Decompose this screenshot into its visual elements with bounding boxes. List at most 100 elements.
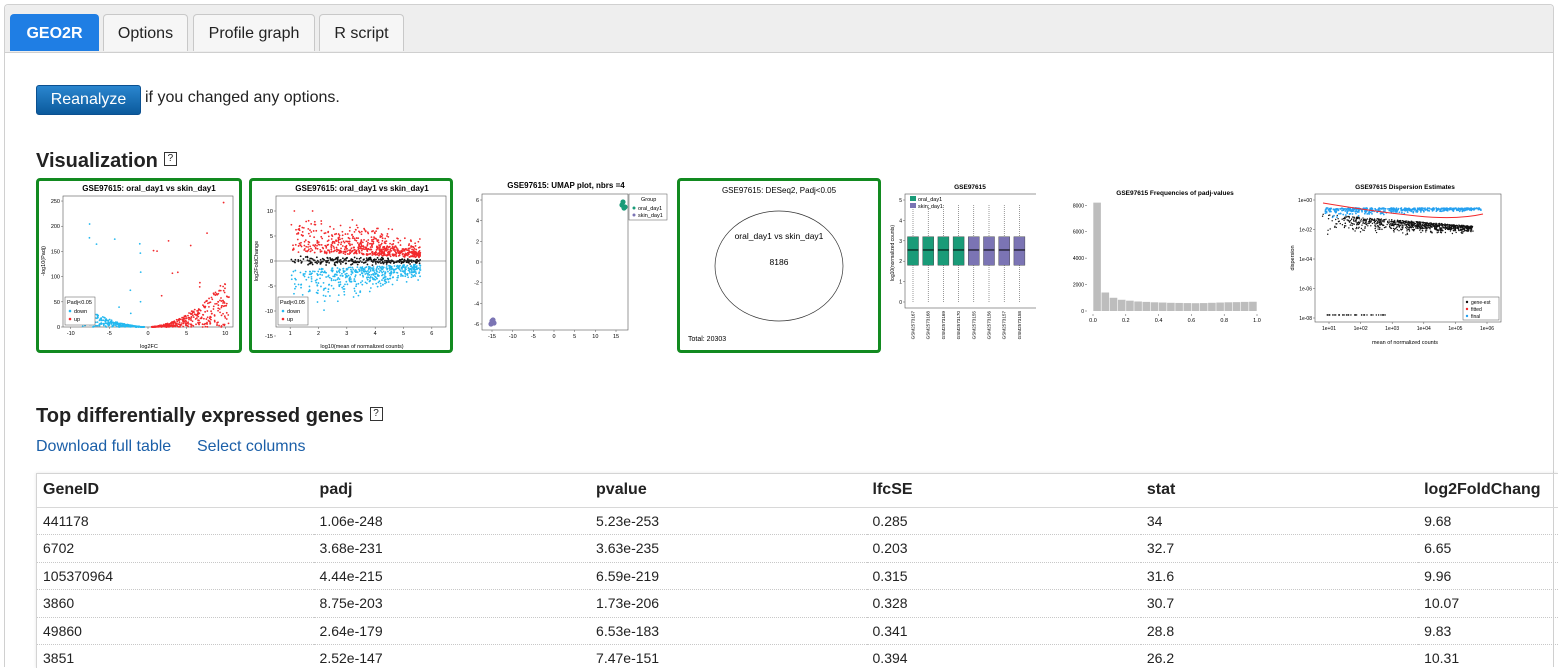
tick-label: 0	[552, 334, 555, 340]
venn-total: Total: 20303	[688, 336, 726, 343]
venn-title: GSE97615: DESeq2, Padj<0.05	[722, 186, 837, 195]
tick-label: -15	[488, 334, 496, 340]
tick-label: 6	[476, 198, 479, 204]
download-full-table-link[interactable]: Download full table	[36, 438, 171, 456]
cell-geneid: 49860	[37, 617, 314, 645]
cell-pvalue: 5.23e-253	[590, 507, 866, 535]
cell-lfcse: 0.394	[867, 645, 1141, 668]
tick-label: 1e+06	[1480, 326, 1494, 332]
boxplot-legend-skin: skin_day1	[918, 204, 943, 210]
visualization-heading: Visualization?	[36, 150, 177, 173]
tick-label: 8000	[1073, 203, 1084, 209]
tick-label: 10	[267, 209, 273, 215]
tick-label: -5	[107, 331, 112, 337]
padj-histogram-thumbnail[interactable]: GSE97615 Frequencies of padj-values 0.0 0…	[1065, 178, 1265, 353]
tick-label: 5	[899, 198, 902, 204]
table-row[interactable]: 441178 1.06e-248 5.23e-253 0.285 34 9.68	[37, 507, 1558, 535]
cell-lfcse: 0.315	[867, 562, 1141, 590]
tick-label: 2000	[1073, 283, 1084, 289]
tick-label: -10	[509, 334, 517, 340]
histogram-bar	[1110, 298, 1118, 311]
md-xlabel: log10(mean of normalized counts)	[320, 344, 403, 350]
column-header-lfcse[interactable]: lfcSE	[867, 474, 1141, 507]
column-header-stat[interactable]: stat	[1141, 474, 1418, 507]
tick-label: 2	[899, 259, 902, 265]
tick-label: 0.8	[1220, 318, 1228, 324]
tick-label: 0	[270, 259, 273, 265]
table-row[interactable]: 3860 8.75e-203 1.73e-206 0.328 30.7 10.0…	[37, 590, 1558, 618]
dispersion-points	[1322, 203, 1483, 316]
tick-label: -6	[474, 322, 479, 328]
cell-padj: 2.64e-179	[314, 617, 590, 645]
tab-profile-graph[interactable]: Profile graph	[193, 14, 315, 51]
tick-label: -15	[265, 334, 273, 340]
dispersion-xlabel: mean of normalized counts	[1372, 340, 1438, 346]
histogram-bar	[1143, 302, 1151, 311]
histogram-bar	[1249, 302, 1257, 311]
histogram-bar	[1241, 302, 1249, 311]
cell-stat: 28.8	[1141, 617, 1418, 645]
cell-pvalue: 3.63e-235	[590, 535, 866, 563]
table-row[interactable]: 49860 2.64e-179 6.53e-183 0.341 28.8 9.8…	[37, 617, 1558, 645]
venn-diagram-thumbnail[interactable]: GSE97615: DESeq2, Padj<0.05 oral_day1 vs…	[677, 178, 881, 353]
volcano-legend-title: Padj<0.05	[67, 300, 92, 306]
cell-padj: 2.52e-147	[314, 645, 590, 668]
tick-label: 5	[402, 331, 405, 337]
tick-label: 15	[613, 334, 619, 340]
tick-label: 1e+00	[1298, 198, 1312, 204]
select-columns-link[interactable]: Select columns	[197, 438, 306, 456]
cell-log2foldchange: 6.65	[1418, 535, 1558, 563]
cell-lfcse: 0.285	[867, 507, 1141, 535]
histogram-bar	[1093, 203, 1101, 311]
column-header-geneid[interactable]: GeneID	[37, 474, 314, 507]
tick-label: 250	[51, 199, 60, 205]
histogram-title: GSE97615 Frequencies of padj-values	[1116, 190, 1234, 197]
cell-log2foldchange: 9.83	[1418, 617, 1558, 645]
tick-label: 1e+04	[1417, 326, 1431, 332]
dispersion-legend-gene-est: gene-est	[1471, 300, 1491, 306]
sample-label: GSM2573168	[926, 311, 931, 340]
md-points	[276, 210, 446, 312]
histogram-bar	[1151, 302, 1159, 311]
table-row[interactable]: 3851 2.52e-147 7.47e-151 0.394 26.2 10.3…	[37, 645, 1558, 668]
tick-label: 0	[899, 300, 902, 306]
tick-label: 0.0	[1089, 318, 1097, 324]
histogram-bar	[1208, 303, 1216, 311]
help-icon[interactable]: ?	[164, 152, 177, 166]
umap-title: GSE97615: UMAP plot, nbrs =4	[507, 181, 625, 190]
padj-histogram: GSE97615 Frequencies of padj-values 0.0 0…	[1065, 178, 1265, 353]
histogram-bar	[1175, 303, 1183, 311]
tick-label: 1e-04	[1299, 257, 1312, 263]
help-icon[interactable]: ?	[370, 407, 383, 421]
tab-geo2r[interactable]: GEO2R	[10, 14, 99, 51]
volcano-points	[82, 202, 230, 328]
table-row[interactable]: 105370964 4.44e-215 6.59e-219 0.315 31.6…	[37, 562, 1558, 590]
tick-label: 1e-02	[1299, 228, 1312, 234]
column-header-pvalue[interactable]: pvalue	[590, 474, 866, 507]
tick-label: 10	[222, 331, 228, 337]
tab-r-script[interactable]: R script	[319, 14, 404, 51]
top-genes-table: GeneID padj pvalue lfcSE stat log2FoldCh…	[36, 473, 1558, 668]
cell-geneid: 3851	[37, 645, 314, 668]
tab-options[interactable]: Options	[103, 14, 188, 51]
umap-points	[488, 199, 627, 326]
tick-label: 50	[54, 300, 60, 306]
tick-label: 1.0	[1253, 318, 1261, 324]
column-header-log2foldchange[interactable]: log2FoldChang	[1418, 474, 1558, 507]
cell-padj: 4.44e-215	[314, 562, 590, 590]
tab-bar: GEO2R Options Profile graph R script	[5, 5, 1553, 53]
column-header-padj[interactable]: padj	[314, 474, 590, 507]
table-row[interactable]: 6702 3.68e-231 3.63e-235 0.203 32.7 6.65	[37, 535, 1558, 563]
tick-label: 4000	[1073, 256, 1084, 262]
reanalyze-button[interactable]: Reanalyze	[36, 85, 141, 115]
